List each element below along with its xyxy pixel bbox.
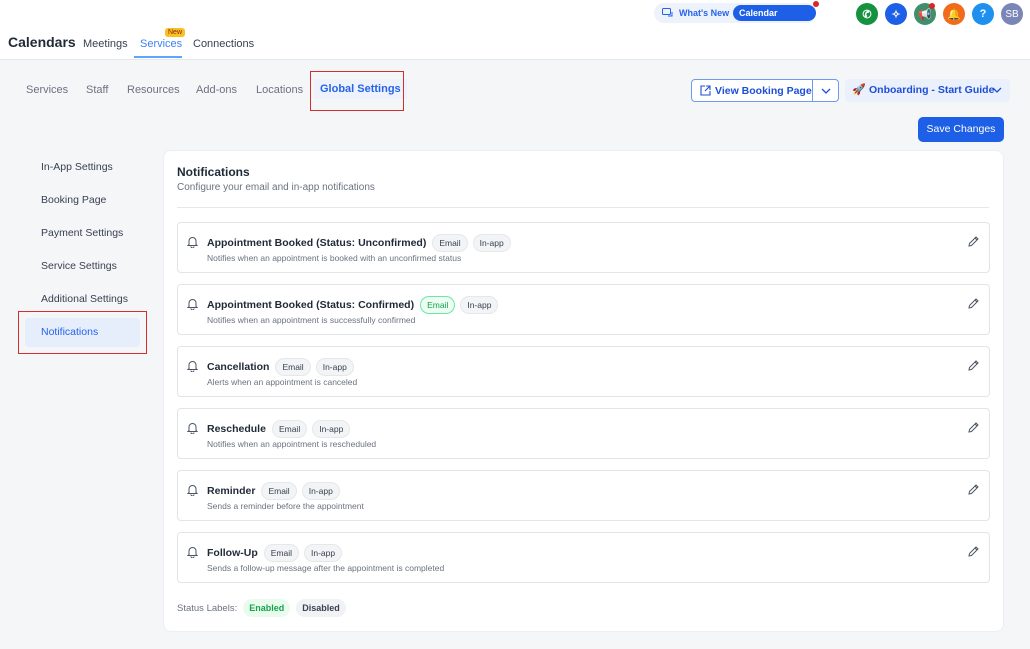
in-app-badge: In-app [472,234,511,252]
subtab-add-ons[interactable]: Add-ons [196,84,237,96]
sidebar-item-in-app-settings[interactable]: In-App Settings [41,161,113,173]
notification-card: Cancellation Email In-app Alerts when an… [177,346,990,397]
notification-description: Notifies when an appointment is reschedu… [207,439,377,449]
notification-card: Reschedule Email In-app Notifies when an… [177,408,990,459]
panel-subtitle: Configure your email and in-app notifica… [177,182,375,193]
app-title: Calendars [8,34,76,50]
divider [812,80,813,101]
bell-icon [187,237,198,248]
phone-button[interactable]: ✆ [856,3,878,25]
email-badge: Email [420,296,456,314]
notification-title: Appointment Booked (Status: Confirmed) [207,299,415,311]
notification-description: Notifies when an appointment is successf… [207,315,416,325]
notification-dot [813,1,819,7]
megaphone-icon: 📢 [918,8,932,21]
in-app-badge: In-app [312,420,351,438]
subtab-services[interactable]: Services [26,84,69,96]
edit-pencil-icon[interactable] [968,298,979,309]
rocket-icon: 🚀 [852,84,866,96]
whats-new-label: What's New [679,8,730,18]
notification-title: Reminder [207,485,256,497]
subtab-locations[interactable]: Locations [256,84,304,96]
sidebar-active-bg [25,318,140,347]
nav-meetings[interactable]: Meetings [83,38,128,50]
announcement-icon [662,8,673,17]
external-link-icon [700,85,711,96]
calendar-updates-button[interactable]: Calendar Updates [733,5,816,34]
email-badge: Email [261,482,297,500]
subtab-staff[interactable]: Staff [86,84,109,96]
save-changes-button[interactable]: Save Changes [918,117,1004,142]
in-app-badge: In-app [301,482,340,500]
edit-pencil-icon[interactable] [968,546,979,557]
bell-icon [187,547,198,558]
bell-icon [187,485,198,496]
notifications-button[interactable]: 🔔 [943,3,965,25]
bell-icon [187,361,198,372]
in-app-badge: In-app [460,296,499,314]
bell-icon [187,299,198,310]
subtab-global-settings[interactable]: Global Settings [314,79,407,99]
view-booking-page-button[interactable]: View Booking Page [691,79,839,102]
help-icon: ? [979,8,987,20]
notification-card: Appointment Booked (Status: Unconfirmed)… [177,222,990,273]
email-badge: Email [275,358,311,376]
notification-title: Reschedule [207,423,266,435]
notification-card: Reminder Email In-app Sends a reminder b… [177,470,990,521]
sparkle-icon: ✧ [891,8,901,21]
notification-description: Sends a follow-up message after the appo… [207,563,445,573]
onboarding-guide-button[interactable]: 🚀 Onboarding - Start Guide [845,79,1010,102]
notification-title: Follow-Up [207,547,258,559]
help-button[interactable]: ? [972,3,994,25]
status-legend: Status Labels: Enabled Disabled [177,599,346,617]
sidebar-item-notifications[interactable]: Notifications [41,326,99,338]
highlight-box [310,71,404,111]
notification-title: Cancellation [207,361,270,373]
edit-pencil-icon[interactable] [968,360,979,371]
notification-description: Alerts when an appointment is canceled [207,377,358,387]
chevron-down-icon[interactable] [821,88,831,94]
whats-new-button[interactable]: What's New Calendar Updates [654,3,816,34]
in-app-badge: In-app [315,358,354,376]
sidebar-item-additional-settings[interactable]: Additional Settings [41,293,128,305]
email-badge: Email [263,544,300,562]
phone-icon: ✆ [862,8,872,21]
sidebar-item-booking-page[interactable]: Booking Page [41,194,107,206]
notification-card: Follow-Up Email In-app Sends a follow-up… [177,532,990,583]
megaphone-dot [929,3,935,9]
subtab-resources[interactable]: Resources [127,84,180,96]
new-badge: New [165,28,186,37]
onboarding-label: Onboarding - Start Guide [869,84,995,96]
enabled-badge: Enabled [243,599,291,617]
divider [177,207,989,208]
panel-title: Notifications [177,165,250,179]
chevron-down-icon [992,87,1002,93]
magic-button[interactable]: ✧ [885,3,907,25]
nav-services[interactable]: Services [140,38,183,50]
nav-connections[interactable]: Connections [193,38,255,50]
notification-card: Appointment Booked (Status: Confirmed) E… [177,284,990,335]
email-badge: Email [432,234,468,252]
notification-description: Sends a reminder before the appointment [207,501,364,511]
edit-pencil-icon[interactable] [968,422,979,433]
edit-pencil-icon[interactable] [968,236,979,247]
bell-icon [187,423,198,434]
edit-pencil-icon[interactable] [968,484,979,495]
active-nav-indicator [134,56,182,58]
sidebar-item-service-settings[interactable]: Service Settings [41,260,117,272]
disabled-badge: Disabled [296,599,346,617]
legend-label: Status Labels: [177,602,238,614]
in-app-badge: In-app [304,544,343,562]
notification-title: Appointment Booked (Status: Unconfirmed) [207,237,427,249]
view-booking-page-label: View Booking Page [715,85,812,97]
email-badge: Email [271,420,308,438]
highlight-box [18,311,147,354]
bell-icon: 🔔 [947,8,961,21]
sidebar-item-payment-settings[interactable]: Payment Settings [41,227,124,239]
notification-description: Notifies when an appointment is booked w… [207,253,462,263]
avatar[interactable]: SB [1001,3,1023,25]
